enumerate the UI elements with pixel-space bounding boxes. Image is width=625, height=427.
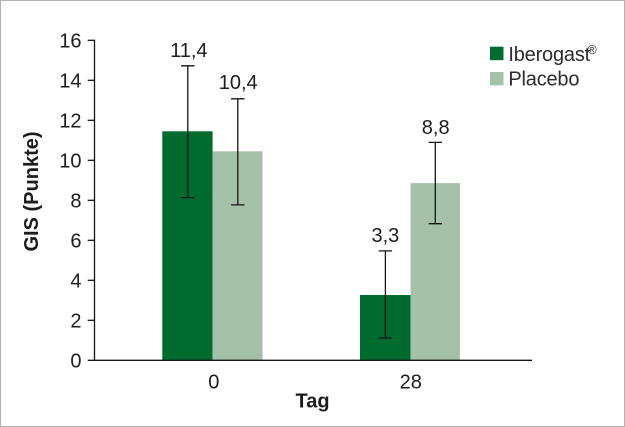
svg-text:Tag: Tag xyxy=(296,391,330,413)
svg-text:10: 10 xyxy=(59,150,81,172)
svg-text:11,4: 11,4 xyxy=(170,40,207,62)
svg-text:10,4: 10,4 xyxy=(219,72,258,94)
svg-text:14: 14 xyxy=(59,70,81,92)
svg-text:Placebo: Placebo xyxy=(508,68,579,90)
svg-text:0: 0 xyxy=(70,350,81,372)
svg-text:12: 12 xyxy=(59,110,81,132)
svg-text:3,3: 3,3 xyxy=(371,225,399,247)
svg-text:0: 0 xyxy=(208,371,219,393)
svg-text:8: 8 xyxy=(70,190,81,212)
svg-text:2: 2 xyxy=(70,310,81,332)
svg-text:GIS (Punkte): GIS (Punkte) xyxy=(21,131,43,251)
svg-text:Iberogast: Iberogast xyxy=(508,44,590,66)
svg-text:®: ® xyxy=(588,43,598,57)
svg-text:28: 28 xyxy=(400,371,422,393)
svg-text:16: 16 xyxy=(59,30,81,52)
svg-text:8,8: 8,8 xyxy=(422,117,450,139)
svg-text:4: 4 xyxy=(70,270,81,292)
svg-text:6: 6 xyxy=(70,230,81,252)
